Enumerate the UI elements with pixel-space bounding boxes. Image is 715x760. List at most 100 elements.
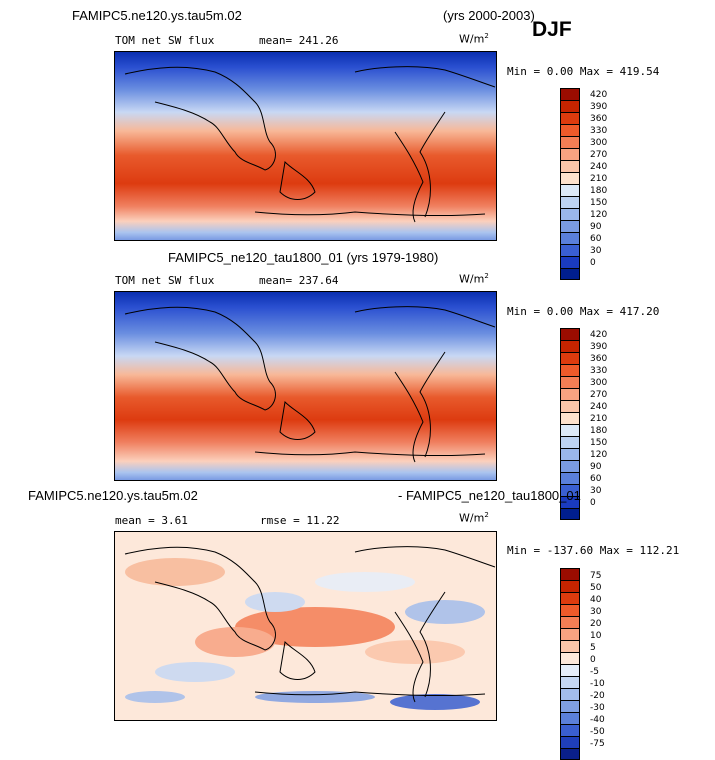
colorbar-tick-label: -75 [590,739,605,749]
colorbar-tick-label: -20 [590,691,605,701]
panel1-map [114,51,497,241]
panel3-mean: mean = 3.61 [115,514,188,527]
colorbar-tick-label: 390 [590,342,608,352]
panel3-case-title-left: FAMIPC5.ne120.ys.tau5m.02 [28,488,198,503]
colorbar-swatch [560,712,580,724]
colorbar-swatch [560,88,580,100]
colorbar-tick-label: 210 [590,414,608,424]
colorbar-tick-label: 50 [590,583,602,593]
colorbar-swatch [560,628,580,640]
colorbar-tick-label: 75 [590,571,602,581]
colorbar-tick-label: 360 [590,114,608,124]
colorbar-swatch [560,340,580,352]
panel2-variable: TOM net SW flux [115,274,215,287]
colorbar-tick-label: 330 [590,366,608,376]
panel2-colorbar-labels: 420 390 360 330 300 270 240 210 180 150 120 90 60 30 0 [590,329,607,509]
colorbar-swatch [560,508,580,520]
colorbar-swatch [560,460,580,472]
colorbar-tick-label: 180 [590,186,608,196]
colorbar-swatch [560,232,580,244]
colorbar-swatch [560,592,580,604]
colorbar-tick-label: 30 [590,607,602,617]
colorbar-swatch [560,568,580,580]
colorbar-tick-label: 150 [590,438,608,448]
colorbar-tick-label: 90 [590,462,602,472]
colorbar-swatch [560,424,580,436]
panel1-years: (yrs 2000-2003) [443,8,535,23]
colorbar-tick-label: 240 [590,162,608,172]
colorbar-tick-label: 270 [590,390,608,400]
colorbar-tick-label: 0 [590,655,596,665]
panel1-units: W/m2 [459,32,489,46]
colorbar-swatch [560,400,580,412]
panel2-case-title: FAMIPC5_ne120_tau1800_01 (yrs 1979-1980) [168,250,439,265]
panel3-rmse: rmse = 11.22 [260,514,340,527]
panel3-colorbar-labels: 75 50 40 30 20 10 5 0 -5 -10 -20 -30 -40 -50 -75 [590,570,605,750]
colorbar-swatch [560,136,580,148]
panel1-variable: TOM net SW flux [115,34,215,47]
colorbar-swatch [560,448,580,460]
colorbar-tick-label: 420 [590,90,608,100]
panel3-minmax: Min = -137.60 Max = 112.21 [507,544,680,557]
panel1-case-title: FAMIPC5.ne120.ys.tau5m.02 [72,8,242,23]
colorbar-tick-label: 60 [590,474,602,484]
colorbar-swatch [560,616,580,628]
colorbar-tick-label: -40 [590,715,605,725]
colorbar-swatch [560,364,580,376]
colorbar-swatch [560,496,580,508]
colorbar-swatch [560,100,580,112]
colorbar-tick-label: -5 [590,667,599,677]
colorbar-tick-label: 10 [590,631,602,641]
colorbar-swatch [560,352,580,364]
panel3-map [114,531,497,721]
season-label: DJF [532,18,572,41]
colorbar-swatch [560,580,580,592]
colorbar-tick-label: 180 [590,426,608,436]
colorbar-swatch [560,472,580,484]
colorbar-swatch [560,148,580,160]
colorbar-swatch [560,268,580,280]
colorbar-swatch [560,604,580,616]
colorbar-tick-label: 90 [590,222,602,232]
panel2-map [114,291,497,481]
colorbar-swatch [560,664,580,676]
colorbar-tick-label: 120 [590,210,608,220]
colorbar-swatch [560,196,580,208]
panel1-colorbar [560,88,580,280]
colorbar-swatch [560,160,580,172]
colorbar-swatch [560,388,580,400]
colorbar-tick-label: -10 [590,679,605,689]
colorbar-tick-label: -50 [590,727,605,737]
colorbar-swatch [560,220,580,232]
colorbar-swatch [560,184,580,196]
colorbar-swatch [560,436,580,448]
colorbar-tick-label: 360 [590,354,608,364]
panel1-mean: mean= 241.26 [259,34,339,47]
panel2-units: W/m2 [459,272,489,286]
panel1-minmax: Min = 0.00 Max = 419.54 [507,65,660,78]
colorbar-swatch [560,124,580,136]
colorbar-tick-label: 20 [590,619,602,629]
colorbar-tick-label: 0 [590,498,596,508]
colorbar-tick-label: -30 [590,703,605,713]
colorbar-swatch [560,676,580,688]
panel3-colorbar [560,568,580,760]
panel1-colorbar-labels: 420 390 360 330 300 270 240 210 180 150 120 90 60 30 0 [590,89,607,269]
colorbar-tick-label: 210 [590,174,608,184]
colorbar-swatch [560,748,580,760]
colorbar-swatch [560,700,580,712]
colorbar-swatch [560,484,580,496]
colorbar-tick-label: 300 [590,378,608,388]
panel3-case-title-right: - FAMIPC5_ne120_tau1800_01 [398,488,581,503]
colorbar-tick-label: 150 [590,198,608,208]
colorbar-tick-label: 330 [590,126,608,136]
colorbar-swatch [560,208,580,220]
panel2-colorbar [560,328,580,520]
colorbar-swatch [560,688,580,700]
colorbar-swatch [560,256,580,268]
colorbar-swatch [560,172,580,184]
panel3-units: W/m2 [459,511,489,525]
colorbar-swatch [560,376,580,388]
colorbar-tick-label: 40 [590,595,602,605]
colorbar-tick-label: 0 [590,258,596,268]
